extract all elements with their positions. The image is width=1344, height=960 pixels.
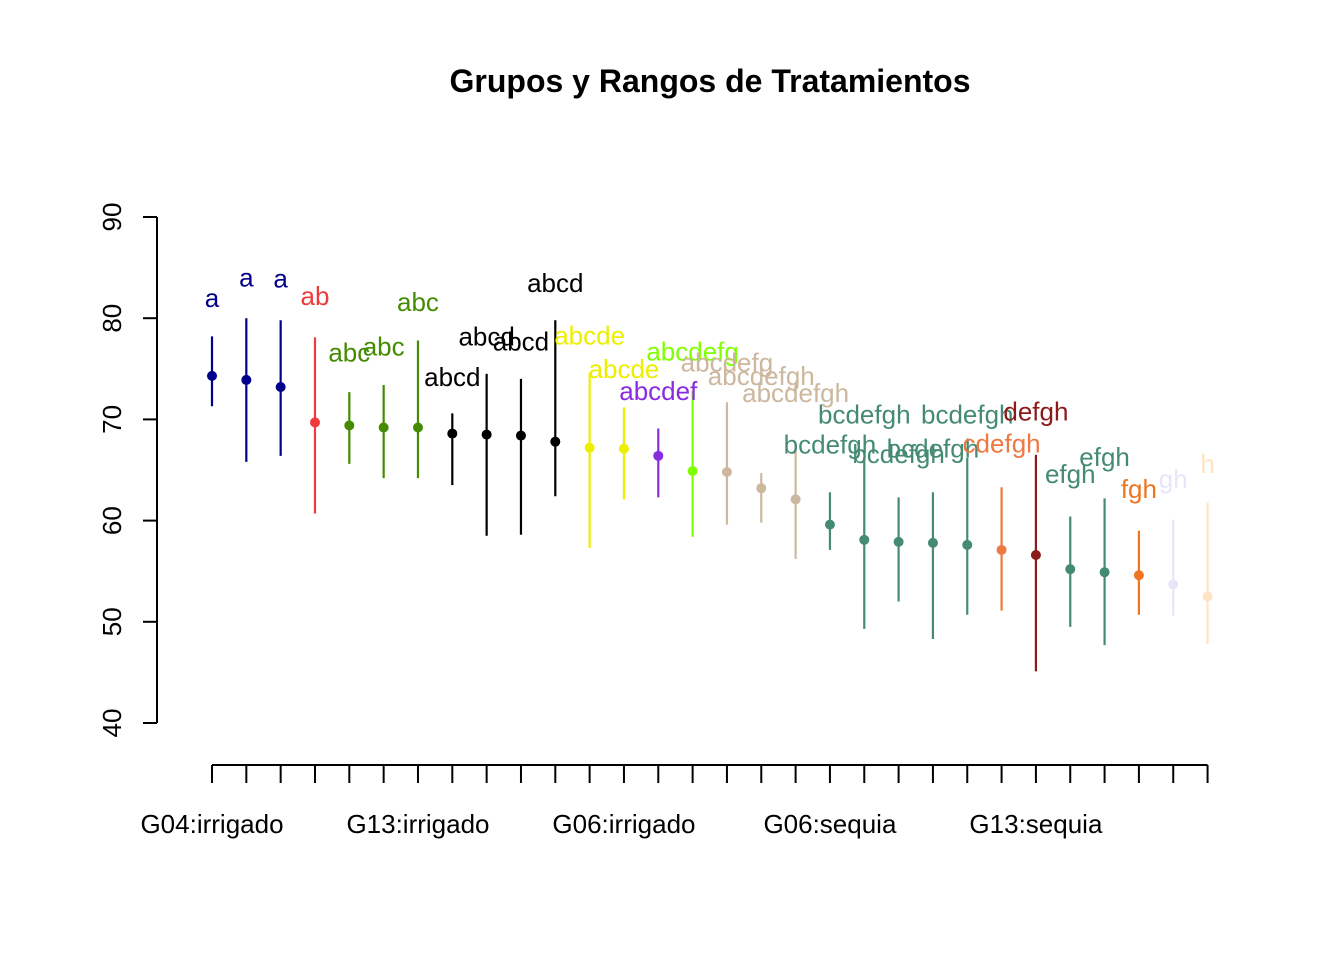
y-tick-label: 40	[97, 709, 127, 738]
group-label: abcdefgh	[742, 378, 849, 408]
group-label: a	[273, 264, 288, 294]
mean-point	[687, 466, 698, 477]
mean-point	[618, 443, 629, 454]
mean-point	[996, 544, 1007, 555]
group-label: efgh	[1045, 459, 1096, 489]
y-axis: 40 50 60 70 80 90	[97, 203, 158, 738]
group-label: fgh	[1121, 474, 1157, 504]
mean-point	[1202, 591, 1213, 602]
mean-point	[207, 370, 217, 381]
mean-point	[824, 519, 835, 530]
group-label: abcd	[493, 326, 549, 356]
group-label: abcd	[424, 362, 480, 392]
x-tick-label: G13:sequia	[969, 809, 1103, 839]
y-tick-label: 60	[97, 506, 127, 535]
mean-point	[790, 494, 801, 505]
group-label: a	[239, 263, 254, 293]
mean-point	[584, 442, 595, 453]
group-label: abcdef	[619, 376, 698, 406]
group-label: efgh	[1079, 442, 1130, 472]
group-label: abcde	[554, 320, 625, 350]
group-label: bcdefgh	[784, 430, 877, 460]
chart-title: Grupos y Rangos de Tratamientos	[450, 63, 971, 99]
mean-point	[1168, 579, 1179, 590]
mean-point	[756, 483, 767, 494]
x-tick-label: G13:irrigado	[346, 809, 489, 839]
group-label: bcdefgh	[921, 399, 1014, 429]
mean-point	[344, 420, 355, 431]
x-tick-label: G06:irrigado	[552, 809, 695, 839]
mean-point	[653, 450, 664, 461]
mean-point	[378, 422, 389, 433]
group-label: abcdefgh	[708, 361, 815, 391]
mean-point	[721, 467, 732, 478]
mean-point	[550, 436, 561, 447]
x-tick-label: G06:sequia	[763, 809, 897, 839]
mean-point	[1065, 564, 1076, 575]
group-label: gh	[1159, 464, 1188, 494]
mean-point	[275, 382, 286, 393]
mean-point	[1030, 550, 1041, 561]
group-label: abcd	[527, 268, 583, 298]
mean-point	[1099, 567, 1110, 578]
group-label: bcdefgh	[818, 399, 911, 429]
y-tick-label: 90	[97, 203, 127, 232]
group-label: h	[1200, 449, 1214, 479]
mean-point	[447, 428, 458, 439]
group-label: abcde	[589, 354, 660, 384]
group-label: abc	[363, 332, 405, 362]
group-label: bcdefgh	[887, 434, 980, 464]
mean-points	[207, 370, 1213, 602]
group-label: abcd	[458, 321, 514, 351]
mean-point	[241, 374, 252, 385]
group-label: abcdefg	[646, 337, 739, 367]
group-label: abcdefg	[681, 348, 774, 378]
y-tick-label: 80	[97, 304, 127, 333]
mean-point	[412, 422, 423, 433]
group-label: ab	[301, 281, 330, 311]
group-label: abc	[328, 338, 370, 368]
group-label: cdefgh	[963, 429, 1041, 459]
mean-point	[927, 537, 938, 548]
mean-point	[1133, 570, 1144, 581]
mean-point	[893, 536, 904, 547]
mean-point	[859, 534, 870, 545]
mean-point	[309, 417, 320, 428]
y-tick-label: 70	[97, 405, 127, 434]
mean-point	[481, 429, 492, 440]
mean-point	[962, 539, 973, 550]
group-label: bcdefgh	[852, 439, 945, 469]
group-labels: aa aababcabcabcabcdabcdabcdabcdabcdeabcde…	[205, 263, 1215, 505]
group-label: defgh	[1003, 396, 1068, 426]
mean-point	[515, 430, 526, 441]
group-label: a	[205, 283, 220, 313]
x-axis: G04:irrigado G13:irrigado G06:irrigado G06:…	[140, 764, 1209, 839]
group-label: abc	[397, 287, 439, 317]
y-tick-label: 50	[97, 607, 127, 636]
x-tick-label: G04:irrigado	[140, 809, 283, 839]
